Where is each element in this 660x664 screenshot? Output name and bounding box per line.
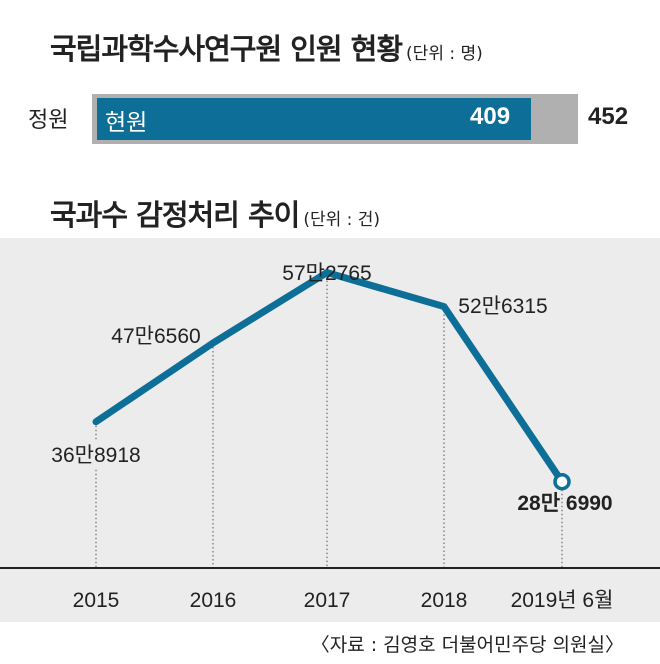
value-label-4: 28만 6990: [517, 492, 612, 515]
value-label-bg-0: [36, 440, 156, 468]
chart-unit: (단위 : 건): [303, 210, 381, 230]
chart-panel: [0, 238, 660, 622]
value-label-0: 36만8918: [51, 444, 140, 467]
x-tick-label-2: 2017: [304, 589, 351, 612]
staff-row-label: 정원: [28, 108, 69, 133]
value-label-3: 52만6315: [458, 295, 547, 318]
x-tick-label-1: 2016: [190, 589, 237, 612]
series-line: [92, 269, 566, 486]
chart-title: 국과수 감정처리 추이 (단위 : 건): [50, 192, 380, 234]
current-staff-bar: [97, 98, 531, 140]
value-label-1: 47만6560: [111, 325, 200, 348]
point-marker-last: [553, 472, 571, 491]
source-note: 〈자료 : 김영호 더불어민주당 의원실〉: [310, 634, 624, 656]
staff-unit: (단위 : 명): [406, 44, 483, 64]
x-tick-label-3: 2018: [421, 589, 468, 612]
value-label-2: 57만2765: [282, 262, 371, 285]
current-staff-value: 409: [470, 103, 511, 130]
staff-title: 국립과학수사연구원 인원 현황 (단위 : 명): [50, 26, 483, 68]
current-staff-label: 현원: [105, 110, 148, 136]
x-tick-label-0: 2015: [73, 589, 120, 612]
chart-title-text: 국과수 감정처리 추이: [50, 198, 300, 232]
staff-title-text: 국립과학수사연구원 인원 현황: [50, 32, 403, 66]
x-tick-label-4: 2019년 6월: [511, 589, 614, 612]
total-staff-value: 452: [588, 103, 629, 130]
